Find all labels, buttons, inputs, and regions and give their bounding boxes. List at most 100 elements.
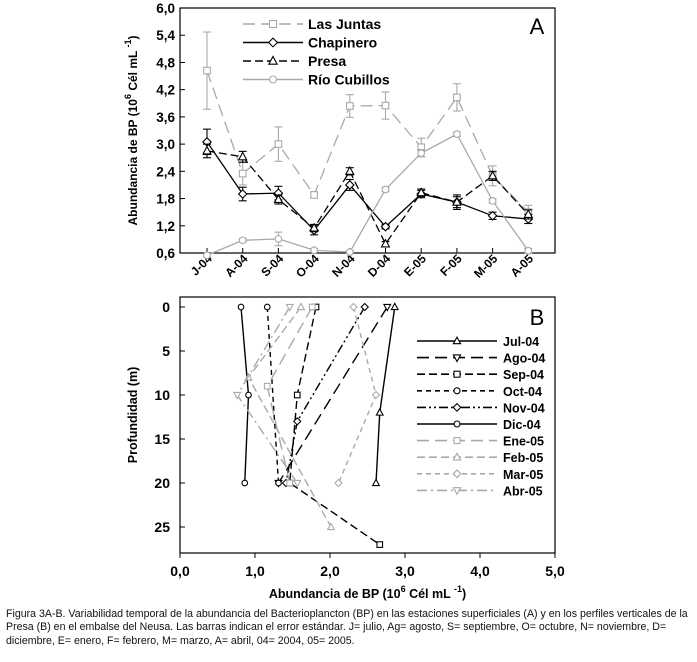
data-point <box>202 145 212 155</box>
legend-item: Oct-04 <box>417 385 542 399</box>
y-tick-label: 6,0 <box>156 1 175 16</box>
legend-item: Río Cubillos <box>243 72 390 88</box>
y-tick-label: 10 <box>154 387 170 403</box>
x-tick-label: E-05 <box>401 251 429 279</box>
y-tick-label: 2,4 <box>156 164 175 179</box>
series-line <box>266 306 313 484</box>
axis-unit: (10 <box>383 587 401 601</box>
data-point <box>310 191 318 199</box>
series-10 <box>232 303 302 488</box>
y-tick-label: 5 <box>162 343 170 359</box>
legend: Las Juntas Chapinero Presa Río Cubillos <box>243 16 390 88</box>
legend-label: Chapinero <box>308 35 377 51</box>
legend-label: Dic-04 <box>503 418 541 432</box>
legend-item: Las Juntas <box>243 16 381 32</box>
data-point <box>523 208 534 218</box>
figure: 0,6 1,2 1,8 2,4 3,0 3,6 4,2 4,8 5,4 6,0 J-04 A-04 S-… <box>123 1 565 601</box>
data-point <box>285 303 295 312</box>
legend-item: Chapinero <box>243 35 377 51</box>
data-point <box>382 303 392 312</box>
x-axis-title: Abundancia de BP (106 Cél mL -1) <box>269 584 466 601</box>
y-tick-label: 25 <box>154 519 170 535</box>
plot-frame <box>179 7 556 254</box>
axis-title: Abundancia de BP <box>126 116 140 225</box>
data-point <box>371 478 381 487</box>
axis-title: Abundancia de BP <box>269 587 383 601</box>
y-tick-label: 0 <box>162 299 170 315</box>
legend-marker <box>453 437 461 445</box>
axis-unit-exponent: 6 <box>401 584 406 594</box>
y-axis-title: Profundidad (m) <box>126 367 140 464</box>
series-1 <box>371 302 400 487</box>
legend-label: Mar-05 <box>503 468 543 482</box>
y-tick-label: 0,6 <box>156 246 175 261</box>
x-tick-label: J-04 <box>188 251 215 278</box>
data-point <box>274 235 283 243</box>
data-point <box>292 417 302 426</box>
legend-label: Las Juntas <box>308 16 381 32</box>
panel-label: B <box>530 305 545 330</box>
legend-marker <box>452 487 462 496</box>
axis-unit-tail: Cél mL <box>126 48 140 94</box>
series-3 <box>286 303 384 548</box>
data-point <box>263 303 271 311</box>
legend-item: Ene-05 <box>417 435 544 449</box>
y-tick-label: 1,2 <box>156 219 175 234</box>
data-point <box>308 303 316 311</box>
axis-unit-tail-exponent: -1 <box>123 40 133 48</box>
x-tick-label: M-05 <box>471 251 500 280</box>
data-point <box>274 140 283 148</box>
data-point <box>371 390 381 400</box>
series-line <box>337 306 377 484</box>
data-point <box>381 185 390 194</box>
legend-marker <box>452 402 462 412</box>
data-point <box>309 222 319 232</box>
legend-label: Nov-04 <box>503 401 545 415</box>
data-point <box>296 302 306 311</box>
y-tick-label: 4,8 <box>156 55 175 70</box>
legend-item: Jul-04 <box>417 335 539 349</box>
series-3 <box>202 143 534 248</box>
y-tick-label: 4,2 <box>156 83 175 98</box>
legend-label: Oct-04 <box>503 385 542 399</box>
y-tick-label: 3,6 <box>156 110 175 125</box>
legend-label: Presa <box>308 53 346 69</box>
series-line <box>266 306 280 484</box>
legend-label: Sep-04 <box>503 368 544 382</box>
data-point <box>416 187 427 197</box>
x-tick-label: A-05 <box>508 251 537 280</box>
legend-marker <box>453 420 461 428</box>
figure-caption: Figura 3A-B. Variabilidad temporal de la… <box>6 608 688 647</box>
x-tick-label: S-04 <box>258 251 286 279</box>
series-line <box>206 70 529 213</box>
data-point <box>245 391 252 399</box>
series-line <box>206 141 529 232</box>
legend-marker <box>452 335 462 345</box>
data-point <box>237 303 245 311</box>
legend-label: Abr-05 <box>503 484 543 498</box>
legend-item: Ago-04 <box>417 352 545 366</box>
series-1 <box>203 31 533 220</box>
x-tick-label: D-04 <box>365 251 394 280</box>
data-point <box>344 165 355 175</box>
axis-unit-tail-exponent: -1 <box>454 584 462 594</box>
x-tick-label: O-04 <box>293 251 322 280</box>
series-4 <box>203 130 533 260</box>
data-point <box>360 302 370 312</box>
legend-label: Ene-05 <box>503 435 544 449</box>
legend-marker <box>453 387 461 395</box>
data-point <box>375 407 385 416</box>
panel-a-chart: 0,6 1,2 1,8 2,4 3,0 3,6 4,2 4,8 5,4 6,0 J-04 A-04 S-… <box>123 1 556 281</box>
data-point <box>524 246 533 255</box>
legend-marker <box>267 37 279 48</box>
data-point <box>273 194 284 203</box>
series-line <box>206 150 529 246</box>
plot-frame <box>179 296 556 554</box>
y-tick-label: 20 <box>154 475 170 491</box>
y-tick-label: 1,8 <box>156 192 175 207</box>
series-4 <box>263 303 282 487</box>
y-axis-title: Abundancia de BP (106 Cél mL -1) <box>123 36 140 226</box>
data-point <box>380 238 391 248</box>
x-tick-label: 2,0 <box>320 563 340 579</box>
axis-unit-close: ) <box>462 587 466 601</box>
